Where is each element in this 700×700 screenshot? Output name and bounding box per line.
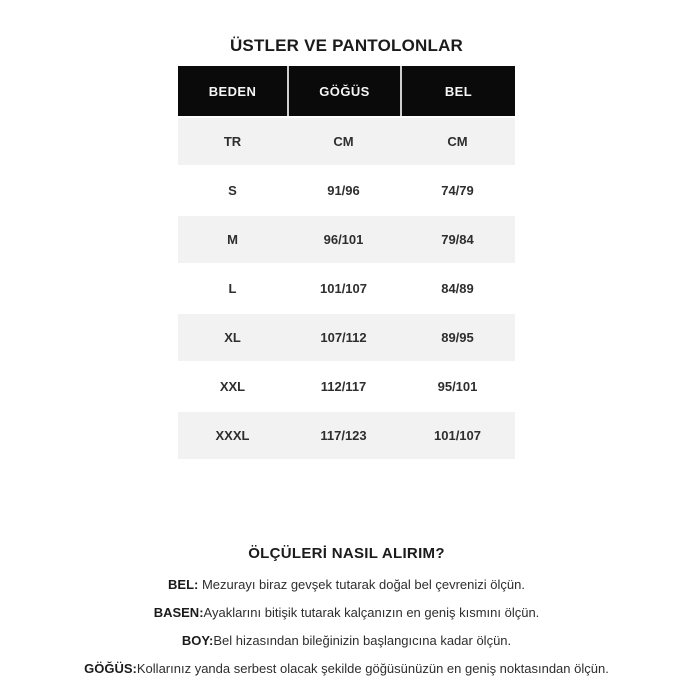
guide-label: BEL: [168,577,199,592]
chest-cell: 101/107 [287,265,400,312]
measure-guide: ÖLÇÜLERİ NASIL ALIRIM? BEL: Mezurayı bir… [0,545,693,677]
size-cell: XL [178,314,287,361]
page-title: ÜSTLER VE PANTOLONLAR [229,36,464,55]
table-header-row: BEDEN GÖĞÜS BEL [178,66,515,116]
guide-line-gogus: GÖĞÜS:Kollarınız yanda serbest olacak şe… [0,661,693,677]
waist-cell: 101/107 [400,412,515,459]
table-row-xxl: XXL 112/117 95/101 [178,363,515,410]
chest-cell: 107/112 [287,314,400,361]
size-cell: L [178,265,287,312]
guide-label: GÖĞÜS: [84,661,137,676]
chest-cell: 96/101 [287,216,400,263]
chest-cell: 117/123 [287,412,400,459]
size-chart-page: ÜSTLER VE PANTOLONLAR BEDEN GÖĞÜS BEL TR… [0,36,693,677]
unit-cell: CM [400,118,515,165]
waist-cell: 95/101 [400,363,515,410]
size-cell: S [178,167,287,214]
unit-cell: TR [178,118,287,165]
guide-line-basen: BASEN:Ayaklarını bitişik tutarak kalçanı… [0,605,693,621]
table-row-xxxl: XXXL 117/123 101/107 [178,412,515,459]
guide-label: BOY: [181,633,214,648]
table-row-xl: XL 107/112 89/95 [178,314,515,361]
guide-text: Kollarınız yanda serbest olacak şekilde … [136,661,609,676]
guide-label: BASEN: [153,605,204,620]
table-row-s: S 91/96 74/79 [178,167,515,214]
chest-cell: 91/96 [287,167,400,214]
waist-cell: 84/89 [400,265,515,312]
unit-row: TR CM CM [178,118,515,165]
guide-text: Ayaklarını bitişik tutarak kalçanızın en… [203,605,540,620]
unit-cell: CM [287,118,400,165]
header-bel: BEL [400,66,515,116]
guide-text: Bel hizasından bileğinizin başlangıcına … [213,633,512,648]
header-gogus: GÖĞÜS [287,66,400,116]
waist-cell: 79/84 [400,216,515,263]
guide-heading: ÖLÇÜLERİ NASIL ALIRIM? [248,545,445,562]
table-row-m: M 96/101 79/84 [178,216,515,263]
table-row-l: L 101/107 84/89 [178,265,515,312]
guide-line-bel: BEL: Mezurayı biraz gevşek tutarak doğal… [0,577,693,593]
size-cell: M [178,216,287,263]
guide-text: Mezurayı biraz gevşek tutarak doğal bel … [198,577,525,592]
size-cell: XXL [178,363,287,410]
guide-line-boy: BOY:Bel hizasından bileğinizin başlangıc… [0,633,693,649]
header-beden: BEDEN [178,66,287,116]
size-table: BEDEN GÖĞÜS BEL TR CM CM S 91/96 74/79 M… [178,64,515,461]
waist-cell: 74/79 [400,167,515,214]
size-cell: XXXL [178,412,287,459]
waist-cell: 89/95 [400,314,515,361]
chest-cell: 112/117 [287,363,400,410]
